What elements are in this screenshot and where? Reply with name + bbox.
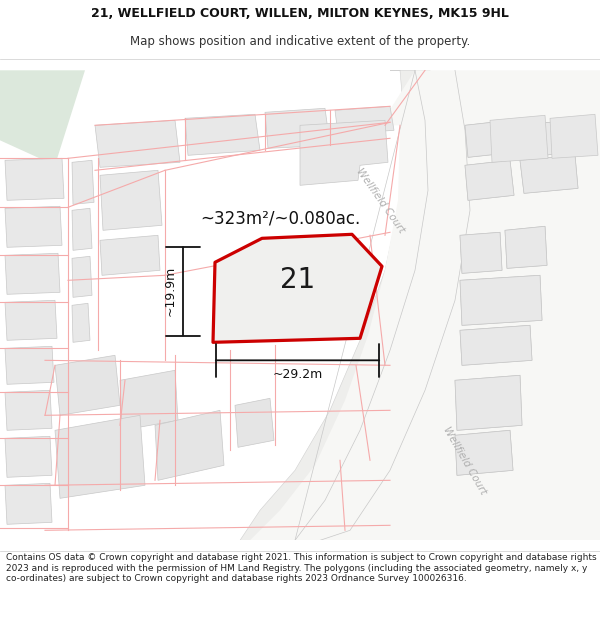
- Text: 21: 21: [280, 266, 315, 294]
- Polygon shape: [460, 325, 532, 365]
- Polygon shape: [520, 120, 573, 158]
- Polygon shape: [300, 120, 388, 185]
- Text: Wellfield Court: Wellfield Court: [442, 424, 488, 496]
- Polygon shape: [265, 108, 330, 148]
- Polygon shape: [465, 160, 514, 200]
- Polygon shape: [72, 256, 92, 298]
- Polygon shape: [455, 430, 513, 475]
- Polygon shape: [155, 410, 224, 480]
- Polygon shape: [55, 415, 145, 498]
- Polygon shape: [120, 370, 178, 430]
- Polygon shape: [460, 275, 542, 325]
- Polygon shape: [5, 158, 64, 200]
- Polygon shape: [465, 120, 514, 158]
- Polygon shape: [505, 226, 547, 268]
- Text: Contains OS data © Crown copyright and database right 2021. This information is : Contains OS data © Crown copyright and d…: [6, 554, 596, 583]
- Polygon shape: [460, 232, 502, 273]
- Polygon shape: [520, 120, 573, 158]
- Text: Map shows position and indicative extent of the property.: Map shows position and indicative extent…: [130, 35, 470, 48]
- Polygon shape: [520, 155, 578, 193]
- Polygon shape: [455, 375, 522, 430]
- Polygon shape: [490, 115, 548, 162]
- Polygon shape: [505, 226, 547, 268]
- Polygon shape: [95, 120, 180, 168]
- Polygon shape: [455, 430, 513, 475]
- Polygon shape: [250, 70, 600, 540]
- Polygon shape: [5, 390, 52, 430]
- Polygon shape: [5, 436, 52, 478]
- Polygon shape: [240, 70, 445, 540]
- Text: Wellfield Court: Wellfield Court: [354, 166, 406, 234]
- Polygon shape: [55, 355, 120, 415]
- Text: ~29.2m: ~29.2m: [272, 368, 323, 381]
- Polygon shape: [465, 120, 514, 158]
- Polygon shape: [235, 398, 274, 448]
- Polygon shape: [185, 114, 260, 155]
- Polygon shape: [72, 160, 94, 204]
- Polygon shape: [335, 106, 394, 134]
- Polygon shape: [460, 325, 532, 365]
- Polygon shape: [520, 155, 578, 193]
- Polygon shape: [5, 483, 52, 524]
- Text: ~323m²/~0.080ac.: ~323m²/~0.080ac.: [200, 209, 360, 227]
- Polygon shape: [213, 234, 382, 342]
- Polygon shape: [460, 275, 542, 325]
- Polygon shape: [5, 346, 54, 384]
- Polygon shape: [460, 232, 502, 273]
- Text: ~19.9m: ~19.9m: [163, 266, 176, 316]
- Polygon shape: [5, 300, 57, 340]
- Polygon shape: [100, 170, 162, 230]
- Text: 21, WELLFIELD COURT, WILLEN, MILTON KEYNES, MK15 9HL: 21, WELLFIELD COURT, WILLEN, MILTON KEYN…: [91, 6, 509, 19]
- Polygon shape: [5, 253, 60, 294]
- Polygon shape: [72, 303, 90, 343]
- Polygon shape: [5, 206, 62, 248]
- Polygon shape: [455, 375, 522, 430]
- Polygon shape: [465, 160, 514, 200]
- Circle shape: [455, 120, 545, 210]
- Polygon shape: [72, 208, 92, 250]
- Polygon shape: [100, 235, 160, 275]
- Polygon shape: [0, 70, 85, 165]
- Polygon shape: [550, 114, 598, 158]
